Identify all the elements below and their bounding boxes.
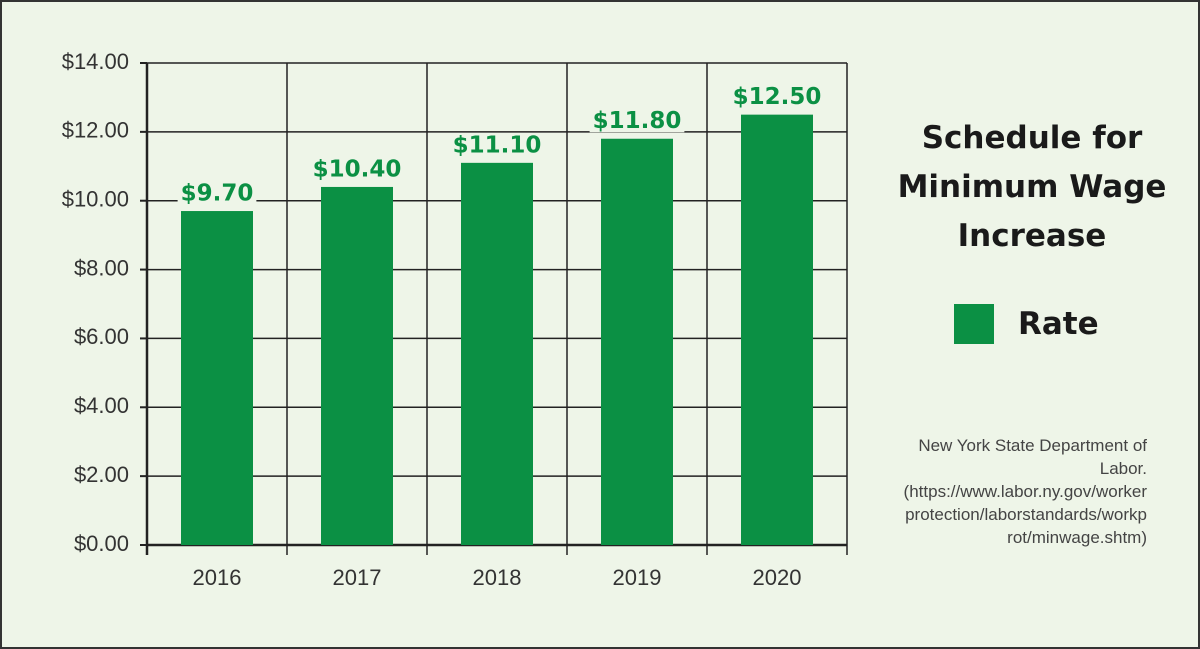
- value-label: $11.10: [453, 132, 542, 158]
- bar: [741, 114, 813, 546]
- bar: [321, 186, 393, 545]
- y-tick-label: $6.00: [74, 324, 129, 349]
- value-label-bg: [729, 86, 825, 109]
- value-label-bg: [589, 110, 685, 133]
- y-tick-label: $8.00: [74, 255, 129, 280]
- x-tick-label: 2016: [193, 565, 242, 590]
- y-tick-label: $4.00: [74, 393, 129, 418]
- value-label-bg: [177, 182, 257, 205]
- bar: [601, 138, 673, 545]
- y-tick-label: $0.00: [74, 531, 129, 556]
- bar: [461, 162, 533, 546]
- x-tick-label: 2019: [613, 565, 662, 590]
- legend-swatch: [954, 304, 994, 344]
- source-note: New York State Department of Labor. (htt…: [903, 436, 1147, 547]
- value-label: $9.70: [181, 181, 254, 207]
- x-tick-label: 2020: [753, 565, 802, 590]
- y-tick-label: $14.00: [62, 49, 129, 74]
- legend-label: Rate: [1018, 306, 1099, 342]
- y-tick-label: $12.00: [62, 118, 129, 143]
- value-label: $12.50: [733, 84, 822, 110]
- x-tick-label: 2018: [473, 565, 522, 590]
- value-label: $10.40: [313, 156, 402, 182]
- y-tick-label: $2.00: [74, 462, 129, 487]
- x-tick-label: 2017: [333, 565, 382, 590]
- legend: Rate: [954, 304, 1099, 344]
- value-label-bg: [309, 158, 405, 181]
- bar: [181, 211, 253, 546]
- value-label: $11.80: [593, 108, 682, 134]
- value-label-bg: [449, 134, 545, 157]
- y-tick-label: $10.00: [62, 187, 129, 212]
- chart-title: Schedule for Minimum Wage Increase: [897, 120, 1167, 254]
